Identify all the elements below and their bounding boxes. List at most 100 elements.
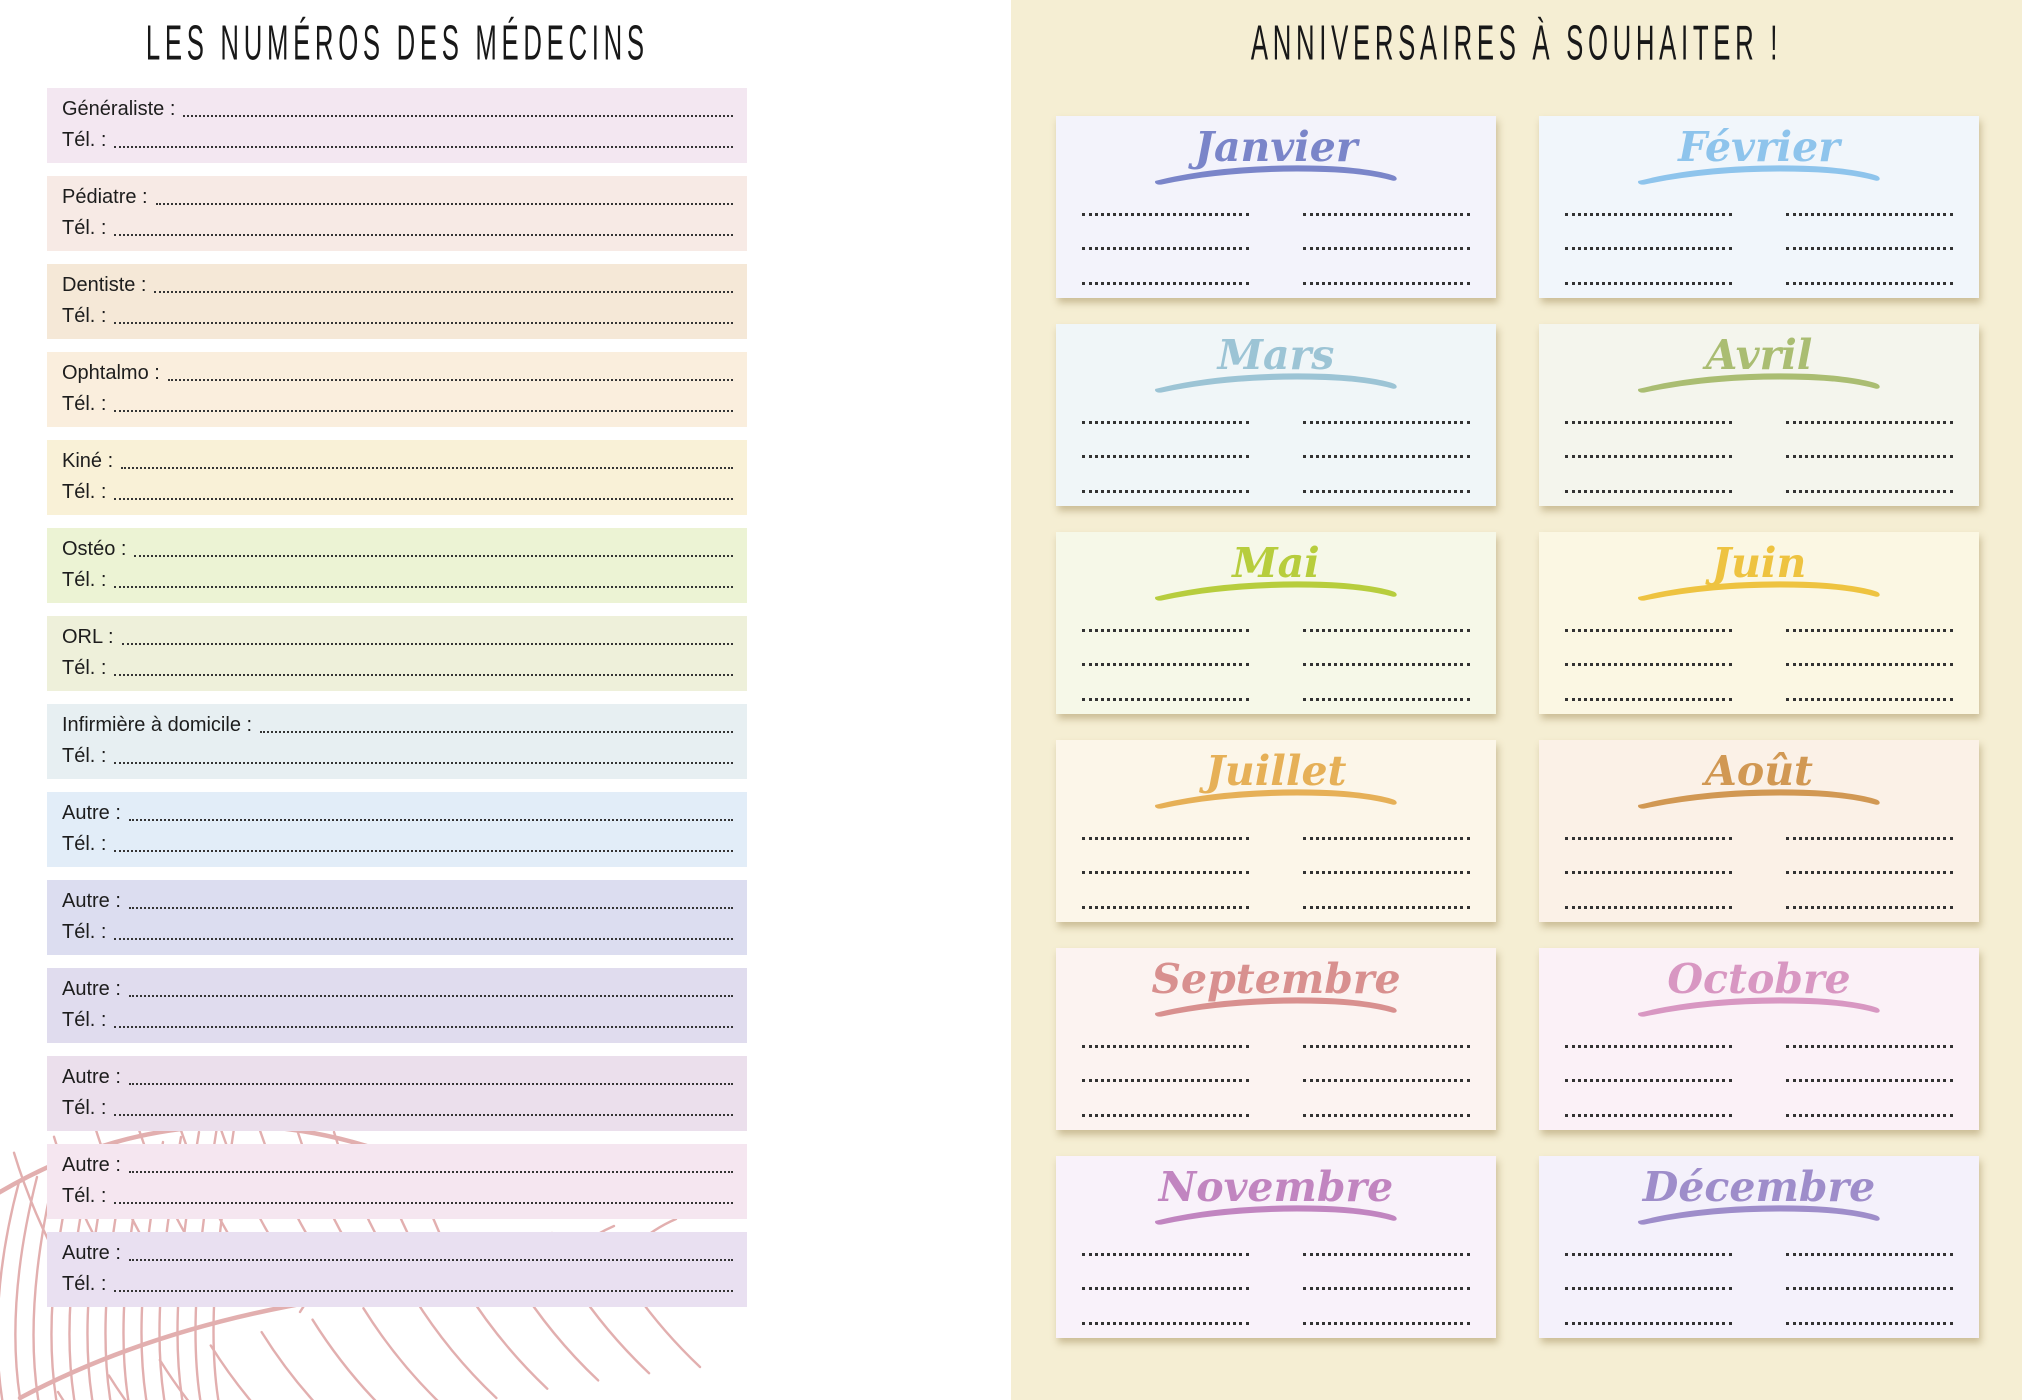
swoosh-underline-icon xyxy=(1637,581,1880,601)
dotted-write-line xyxy=(114,410,733,412)
swoosh-underline-icon xyxy=(1154,165,1397,185)
dotted-write-line xyxy=(128,1171,733,1173)
month-card: Juillet xyxy=(1056,740,1496,922)
specialty-label: Autre : xyxy=(62,978,121,1000)
dotted-write-line xyxy=(1786,247,1953,250)
tel-label: Tél. : xyxy=(62,745,107,767)
dotted-write-line xyxy=(1786,282,1953,285)
dotted-write-line xyxy=(114,234,733,236)
specialty-line: Autre : xyxy=(62,978,733,1000)
dotted-write-line xyxy=(1786,837,1953,840)
dotted-write-line xyxy=(183,115,733,117)
dotted-write-line xyxy=(1786,698,1953,701)
month-card: Avril xyxy=(1539,324,1979,506)
tel-label: Tél. : xyxy=(62,393,107,415)
dotted-write-line xyxy=(1786,1045,1953,1048)
page-title: LES NUMÉROS DES MÉDECINS xyxy=(145,14,649,71)
tel-label: Tél. : xyxy=(62,921,107,943)
left-page-doctor-numbers: LES NUMÉROS DES MÉDECINS Généraliste : T… xyxy=(0,14,747,1400)
month-title: Mars xyxy=(1217,331,1335,379)
dotted-write-line xyxy=(1565,1079,1732,1082)
dotted-write-line xyxy=(1082,247,1249,250)
dotted-write-line xyxy=(1565,455,1732,458)
dotted-write-line xyxy=(1082,1114,1249,1117)
birthday-write-row xyxy=(1565,629,1953,632)
dotted-write-line xyxy=(155,203,733,205)
right-page-birthdays: ANNIVERSAIRES À SOUHAITER ! Janvier xyxy=(1011,0,2022,1400)
specialty-line: Kiné : xyxy=(62,450,733,472)
phone-line: Tél. : xyxy=(62,833,733,855)
specialty-line: Ophtalmo : xyxy=(62,362,733,384)
month-title: Août xyxy=(1705,747,1813,795)
dotted-write-line xyxy=(1565,1114,1732,1117)
doctor-contact-row: ORL : Tél. : xyxy=(47,616,747,691)
dotted-write-line xyxy=(1786,629,1953,632)
phone-line: Tél. : xyxy=(62,1185,733,1207)
dotted-write-line xyxy=(114,146,733,148)
dotted-write-line xyxy=(1303,698,1470,701)
dotted-write-line xyxy=(1303,1045,1470,1048)
phone-line: Tél. : xyxy=(62,1273,733,1295)
doctor-contact-row: Kiné : Tél. : xyxy=(47,440,747,515)
dotted-write-line xyxy=(1082,837,1249,840)
tel-label: Tél. : xyxy=(62,657,107,679)
specialty-label: Autre : xyxy=(62,802,121,824)
dotted-write-line xyxy=(154,291,733,293)
month-title: Avril xyxy=(1705,331,1813,379)
birthday-write-row xyxy=(1565,282,1953,285)
right-page-title-wrap: ANNIVERSAIRES À SOUHAITER ! xyxy=(1055,15,1978,71)
birthday-write-row xyxy=(1565,906,1953,909)
birthday-write-row xyxy=(1082,871,1470,874)
birthday-write-row xyxy=(1565,455,1953,458)
specialty-line: Infirmière à domicile : xyxy=(62,714,733,736)
dotted-write-line xyxy=(1786,906,1953,909)
specialty-label: Ostéo : xyxy=(62,538,127,560)
phone-line: Tél. : xyxy=(62,1097,733,1119)
birthday-write-row xyxy=(1565,421,1953,424)
dotted-write-line xyxy=(1303,1253,1470,1256)
dotted-write-line xyxy=(1303,1287,1470,1290)
dotted-write-line xyxy=(1303,629,1470,632)
birthday-write-row xyxy=(1565,1287,1953,1290)
dotted-write-line xyxy=(1082,1045,1249,1048)
birthday-write-row xyxy=(1082,247,1470,250)
dotted-write-line xyxy=(1082,629,1249,632)
dotted-write-line xyxy=(1303,906,1470,909)
doctor-contact-row: Autre : Tél. : xyxy=(47,1056,747,1131)
month-title: Novembre xyxy=(1158,1163,1394,1211)
birthday-write-row xyxy=(1565,247,1953,250)
dotted-write-line xyxy=(1565,837,1732,840)
dotted-write-line xyxy=(1786,1287,1953,1290)
swoosh-underline-icon xyxy=(1637,997,1880,1017)
dotted-write-line xyxy=(1786,1114,1953,1117)
specialty-label: Autre : xyxy=(62,1066,121,1088)
dotted-write-line xyxy=(1303,421,1470,424)
birthday-write-row xyxy=(1082,213,1470,216)
doctor-contact-row: Pédiatre : Tél. : xyxy=(47,176,747,251)
month-card: Octobre xyxy=(1539,948,1979,1130)
dotted-write-line xyxy=(1565,871,1732,874)
dotted-write-line xyxy=(1082,871,1249,874)
page-title: ANNIVERSAIRES À SOUHAITER ! xyxy=(1250,14,1783,71)
phone-line: Tél. : xyxy=(62,217,733,239)
specialty-label: Autre : xyxy=(62,1154,121,1176)
month-title: Juin xyxy=(1711,539,1807,587)
specialty-line: Généraliste : xyxy=(62,98,733,120)
dotted-write-line xyxy=(121,643,733,645)
specialty-label: Infirmière à domicile : xyxy=(62,714,253,736)
dotted-write-line xyxy=(1082,1322,1249,1325)
doctor-contact-row: Autre : Tél. : xyxy=(47,968,747,1043)
birthday-write-row xyxy=(1082,629,1470,632)
dotted-write-line xyxy=(114,762,733,764)
swoosh-underline-icon xyxy=(1154,373,1397,393)
specialty-label: Pédiatre : xyxy=(62,186,148,208)
dotted-write-line xyxy=(1082,906,1249,909)
specialty-line: Autre : xyxy=(62,1242,733,1264)
swoosh-underline-icon xyxy=(1154,997,1397,1017)
birthday-write-row xyxy=(1565,490,1953,493)
phone-line: Tél. : xyxy=(62,745,733,767)
dotted-write-line xyxy=(167,379,733,381)
doctor-contact-row: Ostéo : Tél. : xyxy=(47,528,747,603)
tel-label: Tél. : xyxy=(62,833,107,855)
month-card: Janvier xyxy=(1056,116,1496,298)
